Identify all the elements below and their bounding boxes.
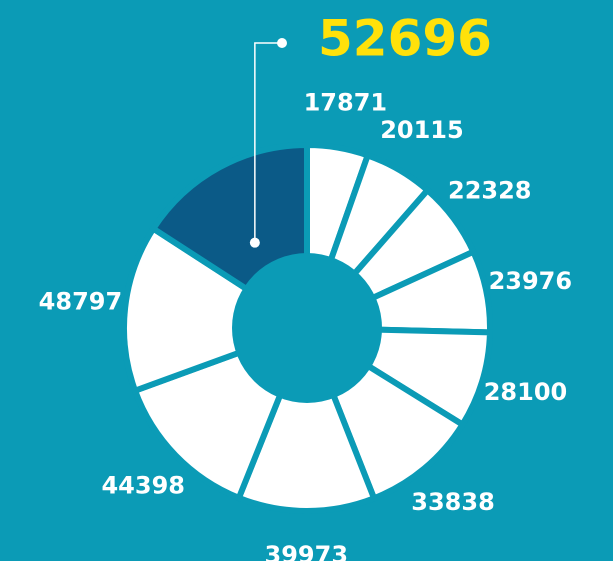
slice-label: 28100	[484, 378, 568, 406]
slice-label: 17871	[304, 88, 388, 116]
donut-hole	[232, 253, 382, 403]
leader-dot	[277, 38, 287, 48]
slice-label: 22328	[448, 177, 532, 205]
slice-label: 33838	[411, 488, 495, 516]
slice-label: 39973	[265, 541, 349, 561]
slice-label: 48797	[39, 287, 123, 315]
slice	[234, 319, 378, 514]
leader-line	[254, 42, 282, 243]
leader-dot	[249, 237, 260, 248]
highlight-label: 52696	[318, 10, 492, 68]
slice-label: 20115	[380, 116, 464, 144]
slice-label: 44398	[101, 472, 185, 500]
slice	[121, 224, 314, 395]
slice-label: 23976	[489, 267, 573, 295]
